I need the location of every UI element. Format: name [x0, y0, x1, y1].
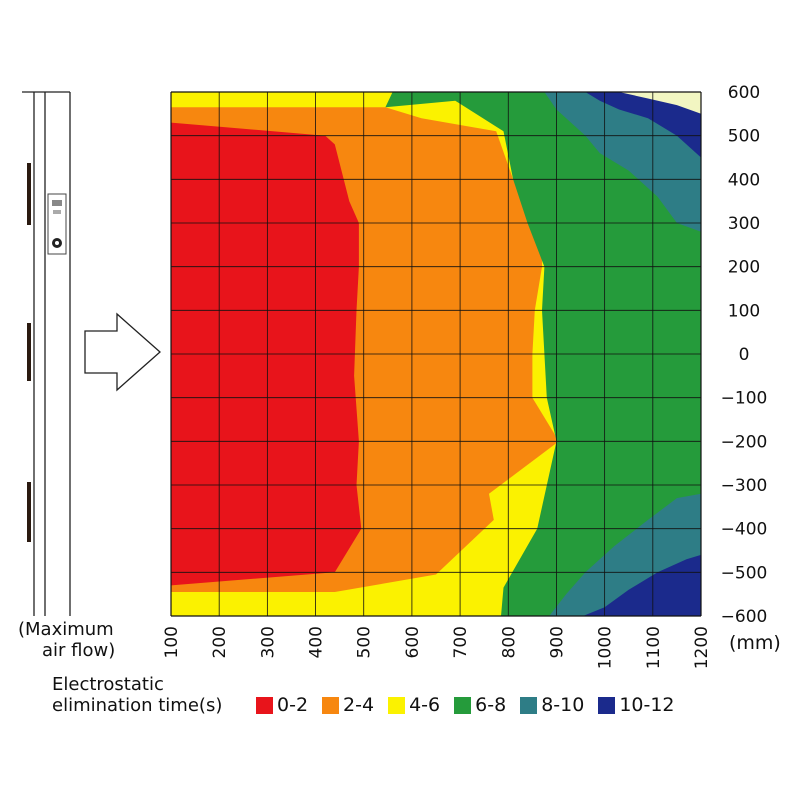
legend-label: 8-10 [541, 694, 585, 716]
legend-title: Electrostatic elimination time(s) [52, 674, 222, 716]
device-caption: (Maximum air flow) [18, 619, 115, 661]
x-tick-label: 1200 [692, 626, 712, 669]
y-tick-label: 200 [728, 258, 760, 278]
legend-label: 10-12 [619, 694, 675, 716]
zone-10-12-6 [585, 92, 701, 158]
device-caption-line1: (Maximum [18, 619, 114, 640]
device-power-indicator-core [55, 241, 59, 245]
device-label-text-2 [53, 210, 61, 214]
device-label-plate [47, 193, 67, 255]
y-tick-label: −300 [721, 476, 768, 496]
x-tick-label: 100 [162, 626, 182, 658]
device-label-text [52, 200, 62, 206]
legend-label: 0-2 [277, 694, 309, 716]
y-tick-label: −100 [721, 389, 768, 409]
legend-item: 2-4 [322, 695, 374, 716]
x-tick-label: 700 [451, 626, 471, 658]
legend-label: 4-6 [409, 694, 441, 716]
y-tick-label: −500 [721, 563, 768, 583]
legend-label: 2-4 [343, 694, 375, 716]
y-tick-label: 500 [728, 127, 760, 147]
legend-title-line1: Electrostatic [52, 674, 164, 695]
x-axis-unit: (mm) [729, 632, 781, 654]
y-tick-label: 300 [728, 214, 760, 234]
device-bracket-top [27, 163, 31, 225]
legend-title-line2: elimination time(s) [52, 695, 223, 716]
legend-swatch [454, 697, 472, 714]
y-tick-label: −200 [721, 432, 768, 452]
legend-items: 0-2 2-4 4-6 6-8 8-10 10-12 [256, 695, 689, 716]
legend-item: 4-6 [388, 695, 440, 716]
x-tick-label: 400 [307, 626, 327, 658]
x-tick-label: 500 [355, 626, 375, 658]
y-tick-label: −600 [721, 607, 768, 627]
x-tick-label: 900 [547, 626, 567, 658]
legend-item: 8-10 [520, 695, 584, 716]
zone-8-10-4 [544, 92, 701, 232]
device-caption-line2: air flow) [42, 640, 116, 661]
air-flow-arrow-icon [84, 312, 161, 392]
legend-swatch [256, 697, 273, 714]
legend-swatch [520, 697, 538, 714]
zone-over-12-8 [619, 92, 701, 114]
legend-swatch [598, 697, 616, 714]
x-axis-ticks: 100 200 300 400 500 600 700 800 900 1000 1100 1200 [162, 626, 712, 669]
y-tick-label: 0 [739, 345, 750, 365]
legend-swatch [388, 697, 406, 714]
y-tick-label: 600 [728, 83, 760, 103]
x-tick-label: 800 [499, 626, 519, 658]
y-tick-label: −400 [721, 520, 768, 540]
device-bracket-bottom [27, 482, 31, 542]
legend-item: 6-8 [454, 695, 506, 716]
x-tick-label: 300 [258, 626, 278, 658]
y-tick-label: 400 [728, 170, 760, 190]
y-tick-label: 100 [728, 301, 760, 321]
x-tick-label: 1100 [644, 626, 664, 669]
y-axis-ticks: 600 500 400 300 200 100 0 −100 −200 −300 −400 −500 −… [721, 83, 768, 627]
zone-10-12-7 [583, 554, 701, 616]
x-tick-label: 200 [210, 626, 230, 658]
ionizer-device-illustration [22, 91, 71, 616]
x-tick-label: 1000 [596, 626, 616, 669]
legend-item: 0-2 [256, 695, 308, 716]
device-bracket-middle [27, 323, 31, 381]
x-tick-label: 600 [403, 626, 423, 658]
legend-label: 6-8 [475, 694, 507, 716]
legend-item: 10-12 [598, 694, 675, 716]
legend-swatch [322, 697, 340, 714]
plot-grid [170, 91, 702, 617]
